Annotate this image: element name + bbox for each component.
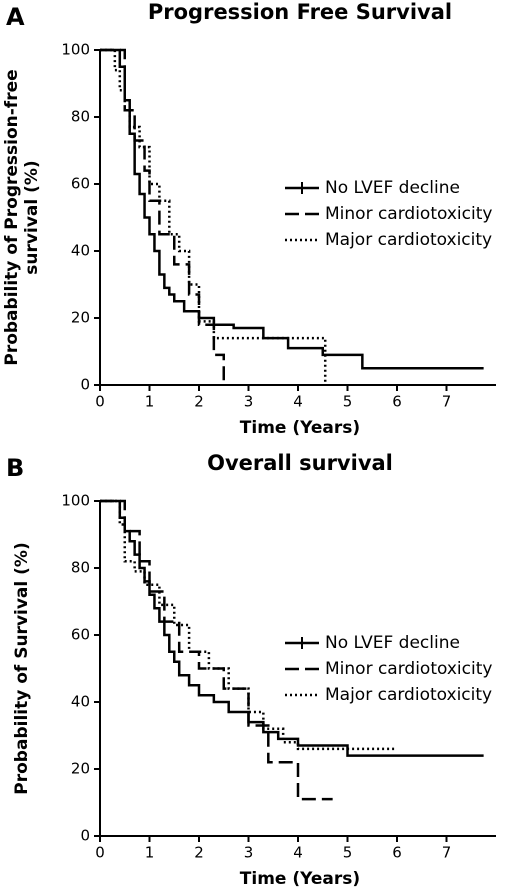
y-tick-label: 20 [71, 309, 90, 327]
y-tick-label: 100 [61, 41, 90, 59]
legend-label: Minor cardiotoxicity [325, 204, 492, 224]
chart-title: Overall survival [207, 451, 393, 475]
legend-label: No LVEF decline [325, 178, 460, 198]
y-tick-label: 60 [71, 626, 90, 644]
x-tick-label: 6 [392, 844, 402, 862]
y-tick-label: 100 [61, 492, 90, 510]
x-tick-label: 3 [244, 393, 254, 411]
survival-curve [100, 48, 225, 385]
y-tick-label: 0 [80, 827, 90, 845]
x-tick-label: 6 [392, 393, 402, 411]
x-tick-label: 0 [95, 844, 105, 862]
x-tick-label: 2 [194, 844, 204, 862]
survival-curve [100, 499, 333, 801]
panel-label: A [6, 3, 25, 31]
legend-label: Major cardiotoxicity [325, 230, 492, 250]
x-tick-label: 1 [145, 844, 155, 862]
chart-title: Progression Free Survival [148, 0, 452, 24]
x-tick-label: 2 [194, 393, 204, 411]
x-axis-label: Time (Years) [240, 418, 360, 438]
x-axis-label: Time (Years) [240, 869, 360, 889]
legend-label: Minor cardiotoxicity [325, 659, 492, 679]
legend-label: Major cardiotoxicity [325, 685, 492, 705]
x-tick-label: 1 [145, 393, 155, 411]
y-tick-label: 60 [71, 175, 90, 193]
x-tick-label: 4 [293, 393, 303, 411]
x-tick-label: 7 [442, 844, 452, 862]
y-tick-label: 80 [71, 559, 90, 577]
x-tick-label: 3 [244, 844, 254, 862]
y-axis-label: Probability of Survival (%) [12, 542, 32, 794]
legend-label: No LVEF decline [325, 633, 460, 653]
x-tick-label: 5 [343, 844, 353, 862]
y-tick-label: 20 [71, 760, 90, 778]
survival-curve [100, 499, 484, 757]
x-tick-label: 5 [343, 393, 353, 411]
y-axis-label: survival (%) [22, 160, 42, 274]
x-tick-label: 7 [442, 393, 452, 411]
y-tick-label: 40 [71, 693, 90, 711]
y-tick-label: 80 [71, 108, 90, 126]
survival-curve [100, 48, 327, 385]
y-axis-label: Probability of Progression-free [2, 69, 22, 365]
y-tick-label: 40 [71, 242, 90, 260]
x-tick-label: 4 [293, 844, 303, 862]
panel-label: B [6, 454, 24, 482]
survival-curve [100, 499, 397, 751]
y-tick-label: 0 [80, 376, 90, 394]
x-tick-label: 0 [95, 393, 105, 411]
